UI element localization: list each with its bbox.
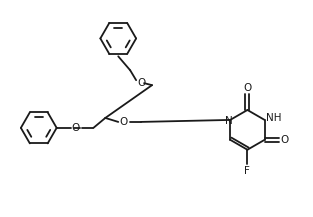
Text: N: N bbox=[225, 116, 233, 126]
Text: O: O bbox=[137, 78, 145, 88]
Text: O: O bbox=[243, 83, 252, 93]
Text: F: F bbox=[244, 166, 250, 176]
Text: O: O bbox=[119, 117, 127, 127]
Text: O: O bbox=[280, 135, 289, 145]
Text: O: O bbox=[71, 123, 80, 133]
Text: NH: NH bbox=[266, 113, 281, 123]
